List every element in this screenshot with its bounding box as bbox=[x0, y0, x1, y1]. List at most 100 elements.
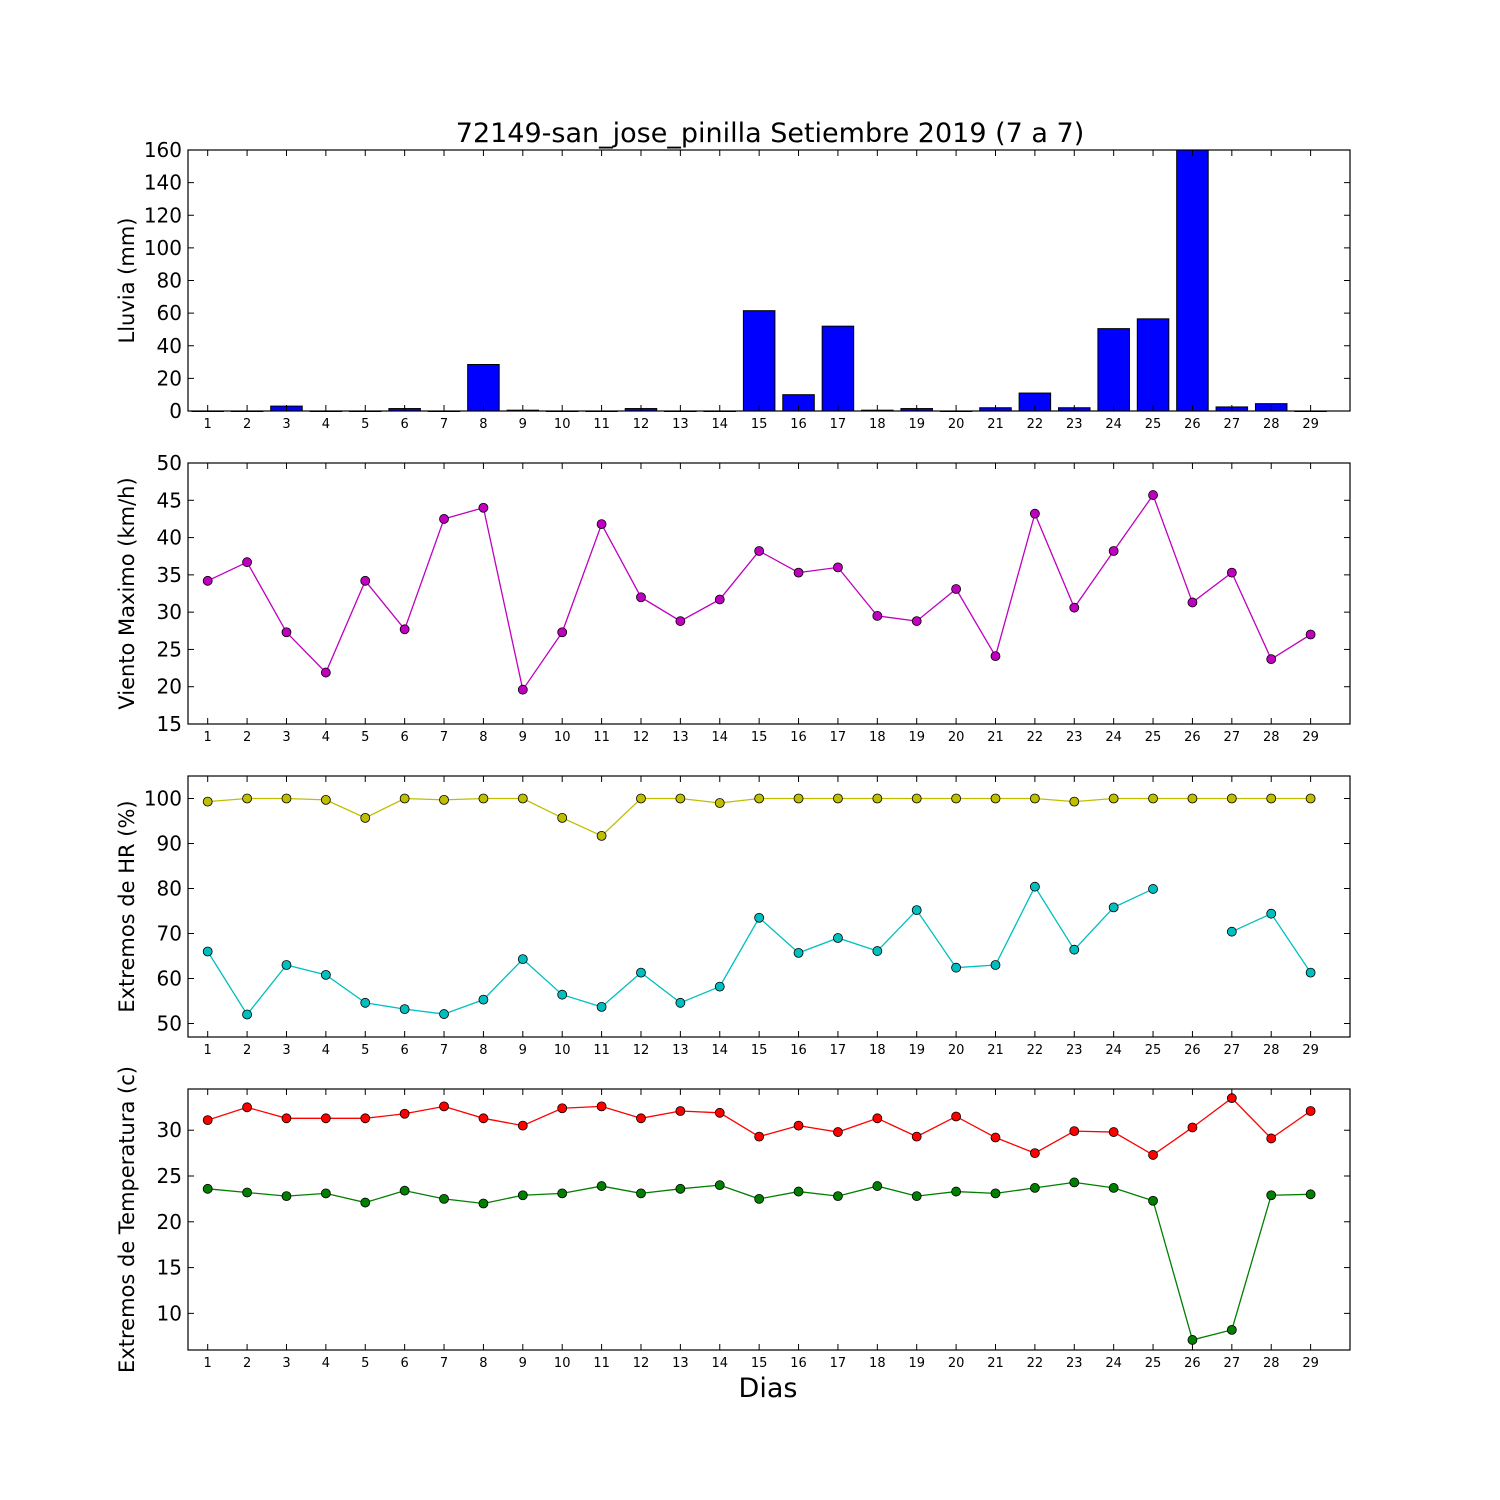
x-tick-label-day-7: 7 bbox=[440, 417, 448, 432]
series-2-point-day-5 bbox=[360, 1197, 371, 1208]
series-1-point-day-1 bbox=[202, 796, 213, 807]
series-1-point-day-21 bbox=[990, 1132, 1001, 1143]
y-tick-label: 70 bbox=[157, 922, 182, 946]
y-tick-label: 100 bbox=[144, 236, 182, 260]
series-1-point-day-11 bbox=[596, 830, 607, 841]
series-2-point-day-14 bbox=[714, 1180, 725, 1191]
x-tick-label-day-15: 15 bbox=[751, 417, 768, 432]
series-2-point-day-25 bbox=[1148, 1195, 1158, 1206]
x-tick-label-day-2: 2 bbox=[243, 417, 251, 432]
y-tick-label: 90 bbox=[157, 832, 182, 856]
x-tick-label-day-23: 23 bbox=[1066, 1043, 1083, 1058]
series-2-point-day-25 bbox=[1148, 884, 1158, 894]
series-1-point-day-16 bbox=[793, 567, 804, 578]
x-tick-label-day-22: 22 bbox=[1027, 1356, 1044, 1371]
x-tick-label-day-7: 7 bbox=[440, 1356, 448, 1371]
series-2-point-day-2 bbox=[242, 1009, 252, 1020]
series-2-point-day-29 bbox=[1305, 1189, 1316, 1200]
series-2-point-day-2 bbox=[242, 1187, 252, 1198]
series-2-point-day-6 bbox=[399, 1185, 410, 1196]
x-tick-label-day-28: 28 bbox=[1263, 1356, 1280, 1371]
series-2-point-day-16 bbox=[793, 1186, 804, 1197]
series-1-point-day-25 bbox=[1148, 1150, 1158, 1160]
x-tick-label-day-5: 5 bbox=[361, 1356, 369, 1371]
series-1-point-day-3 bbox=[281, 1113, 292, 1124]
x-tick-label-day-9: 9 bbox=[519, 1356, 527, 1371]
y-tick-label: 30 bbox=[157, 1118, 182, 1142]
x-tick-label-day-29: 29 bbox=[1302, 1043, 1319, 1058]
y-tick-label: 20 bbox=[157, 675, 182, 699]
series-1-point-day-15 bbox=[754, 793, 765, 804]
series-2-point-day-28 bbox=[1266, 908, 1277, 919]
series-1-point-day-22 bbox=[1029, 793, 1040, 804]
series-2-point-day-12 bbox=[636, 967, 646, 978]
x-tick-label-day-10: 10 bbox=[554, 417, 571, 432]
x-tick-label-day-13: 13 bbox=[672, 1043, 689, 1058]
x-tick-label-day-17: 17 bbox=[830, 1043, 847, 1058]
series-1-point-day-20 bbox=[951, 1111, 962, 1122]
series-2-point-day-7 bbox=[439, 1009, 449, 1019]
x-tick-label-day-23: 23 bbox=[1066, 730, 1083, 745]
x-tick-label-day-21: 21 bbox=[987, 730, 1004, 745]
x-tick-label-day-6: 6 bbox=[401, 417, 409, 432]
x-tick-label-day-3: 3 bbox=[282, 417, 290, 432]
series-2-point-day-17 bbox=[833, 933, 843, 943]
series-1-point-day-16 bbox=[793, 1120, 804, 1131]
series-1-point-day-25 bbox=[1148, 490, 1158, 500]
series-1-point-day-3 bbox=[281, 793, 292, 804]
series-2-point-day-4 bbox=[320, 1188, 331, 1199]
series-1-point-day-21 bbox=[990, 651, 1001, 662]
series-2-point-day-8 bbox=[478, 1198, 489, 1209]
x-tick-label-day-10: 10 bbox=[554, 730, 571, 745]
y-tick-label: 40 bbox=[157, 334, 182, 358]
x-tick-label-day-18: 18 bbox=[869, 730, 886, 745]
x-tick-label-day-8: 8 bbox=[479, 730, 487, 745]
x-tick-label-day-5: 5 bbox=[361, 730, 369, 745]
x-tick-label-day-8: 8 bbox=[479, 1043, 487, 1058]
series-1-point-day-7 bbox=[439, 514, 449, 524]
x-tick-label-day-5: 5 bbox=[361, 417, 369, 432]
series-1-point-day-10 bbox=[557, 1103, 568, 1114]
x-tick-label-day-5: 5 bbox=[361, 1043, 369, 1058]
series-1-point-day-1 bbox=[202, 1115, 213, 1126]
x-tick-label-day-10: 10 bbox=[554, 1043, 571, 1058]
y-axis-label: Extremos de HR (%) bbox=[115, 800, 139, 1012]
x-tick-label-day-24: 24 bbox=[1105, 417, 1122, 432]
x-tick-label-day-14: 14 bbox=[711, 1043, 728, 1058]
y-tick-label: 15 bbox=[157, 712, 182, 736]
x-tick-label-day-17: 17 bbox=[830, 1356, 847, 1371]
series-2-point-day-8 bbox=[478, 994, 489, 1005]
series-2-point-day-23 bbox=[1069, 1177, 1080, 1188]
y-tick-label: 60 bbox=[157, 967, 182, 991]
x-tick-label-day-15: 15 bbox=[751, 730, 768, 745]
series-1-point-day-11 bbox=[596, 1101, 607, 1112]
x-tick-label-day-28: 28 bbox=[1263, 1043, 1280, 1058]
y-tick-label: 30 bbox=[157, 600, 182, 624]
series-2-point-day-10 bbox=[557, 989, 568, 1000]
x-tick-label-day-3: 3 bbox=[282, 730, 290, 745]
rain-bar-day-26 bbox=[1176, 149, 1209, 412]
rain-bar-day-8 bbox=[467, 364, 500, 412]
x-tick-label-day-28: 28 bbox=[1263, 417, 1280, 432]
x-tick-label-day-4: 4 bbox=[322, 1356, 330, 1371]
series-2-point-day-22 bbox=[1029, 1183, 1040, 1193]
x-tick-label-day-4: 4 bbox=[322, 730, 330, 745]
x-tick-label-day-11: 11 bbox=[593, 1356, 610, 1371]
series-2-point-day-6 bbox=[399, 1004, 410, 1014]
y-tick-label: 140 bbox=[144, 171, 182, 195]
series-2-point-day-15 bbox=[754, 912, 765, 923]
series-2-point-day-29 bbox=[1305, 967, 1316, 978]
series-1-point-day-22 bbox=[1029, 1148, 1040, 1159]
x-tick-label-day-4: 4 bbox=[322, 1043, 330, 1058]
series-1-point-day-12 bbox=[636, 592, 646, 603]
x-tick-label-day-4: 4 bbox=[322, 417, 330, 432]
series-1-point-day-4 bbox=[320, 1113, 331, 1124]
x-tick-label-day-13: 13 bbox=[672, 730, 689, 745]
x-tick-label-day-28: 28 bbox=[1263, 730, 1280, 745]
x-tick-label-day-26: 26 bbox=[1184, 417, 1201, 432]
x-tick-label-day-16: 16 bbox=[790, 1356, 807, 1371]
x-tick-label-day-3: 3 bbox=[282, 1043, 290, 1058]
y-axis-label: Lluvia (mm) bbox=[115, 218, 139, 344]
